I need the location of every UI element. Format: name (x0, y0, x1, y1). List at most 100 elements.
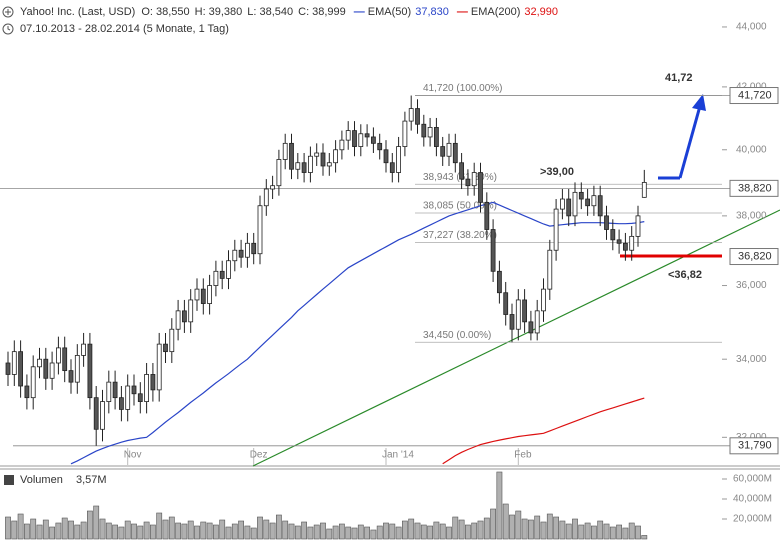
candle-body (169, 328, 175, 353)
candle-body (37, 358, 42, 368)
volume-last: 3,57M (76, 474, 107, 486)
volume-bar (269, 522, 276, 540)
candle-body (358, 133, 364, 147)
candle-body (572, 191, 578, 217)
volume-bar (546, 513, 553, 540)
candle-body (194, 288, 200, 301)
candle-body (534, 310, 540, 334)
x-tick-label: Feb (514, 450, 532, 461)
header-text: Yahoo! Inc. (Last, USD) (20, 6, 135, 18)
candle-body (415, 108, 420, 125)
ema-line (70, 201, 645, 465)
candle-body (11, 351, 17, 375)
level-box (729, 248, 779, 266)
volume-bar (5, 516, 11, 540)
legend-swatch: — (354, 6, 365, 18)
volume-bar (553, 516, 559, 540)
volume-bar (357, 524, 364, 540)
candle-body (402, 120, 408, 147)
fib-label: 34,450 (0.00%) (423, 330, 491, 341)
volume-bar (490, 508, 496, 540)
volume-bar (17, 513, 24, 540)
volume-bar (150, 524, 156, 540)
candle-body (465, 178, 471, 187)
candle-body (314, 152, 320, 157)
candle-body (282, 142, 288, 160)
candle-body (459, 162, 465, 180)
icon[interactable] (2, 6, 14, 18)
volume-bar (156, 512, 163, 540)
volume-bar (427, 525, 433, 540)
candle-body (5, 362, 11, 375)
candle-body (207, 285, 213, 304)
candle-body (232, 249, 238, 262)
y-tick-label: 38,000 (736, 211, 767, 222)
candle-body (604, 215, 609, 230)
candle-body (137, 393, 143, 402)
candle-body (270, 185, 276, 190)
volume-bar (206, 522, 213, 540)
candle-body (87, 343, 93, 399)
candle-body (320, 152, 326, 167)
candle-body (56, 347, 61, 364)
candle-body (396, 146, 402, 173)
volume-bar (231, 523, 238, 540)
arrow-head (692, 94, 706, 111)
candle-body (433, 127, 439, 147)
volume-bar (477, 520, 484, 540)
candle-body (389, 162, 395, 173)
candle-body (244, 242, 250, 258)
volume-bar (187, 520, 194, 540)
candle-body (150, 374, 156, 391)
arrow (678, 105, 702, 179)
legend-swatch: — (457, 6, 468, 18)
candle-body (307, 155, 313, 173)
header-text: L: (247, 6, 256, 18)
icon (7, 26, 11, 31)
level-label: 36,820 (738, 250, 772, 262)
candle-body (326, 162, 332, 167)
volume-bar (42, 519, 49, 540)
candle-body (257, 205, 263, 255)
volume-bar (257, 516, 263, 540)
candle-body (597, 195, 603, 217)
candle-body (585, 198, 590, 207)
volume-bar (370, 529, 377, 540)
volume-bar (213, 524, 219, 540)
x-tick-label: Jan '14 (382, 450, 414, 461)
volume-bar (446, 526, 452, 540)
candle-body (383, 149, 389, 164)
candle-body (547, 249, 553, 290)
candle-body (364, 133, 370, 138)
volume-bar (527, 519, 534, 540)
annotation: 41,72 (665, 72, 693, 84)
volume-bar (99, 518, 106, 540)
x-tick-label: Nov (124, 450, 142, 461)
candle-body (566, 198, 572, 217)
volume-bar (105, 522, 112, 540)
header-text: 38,540 (259, 6, 293, 18)
volume-bar (383, 522, 389, 540)
volume-bar (376, 525, 383, 540)
header-text: C: (298, 6, 309, 18)
level-label: 38,820 (738, 182, 772, 194)
candle-body (452, 142, 458, 164)
volume-bar (559, 520, 566, 540)
candle-body (635, 215, 641, 237)
candle-body (62, 347, 68, 372)
volume-bar (521, 518, 528, 540)
header-text: H: (195, 6, 206, 18)
volume-bar (345, 526, 352, 540)
volume-bar (162, 519, 169, 540)
candle-body (295, 162, 301, 170)
candle-body (219, 270, 225, 279)
volume-bar (502, 503, 509, 540)
y-tick-label: 40,000 (736, 144, 767, 155)
x-tick-label: Dez (250, 450, 268, 461)
header-text: O: (141, 6, 153, 18)
candle-body (578, 191, 584, 200)
candle-body (427, 127, 433, 138)
volume-tick-label: 40,000M (733, 494, 772, 505)
